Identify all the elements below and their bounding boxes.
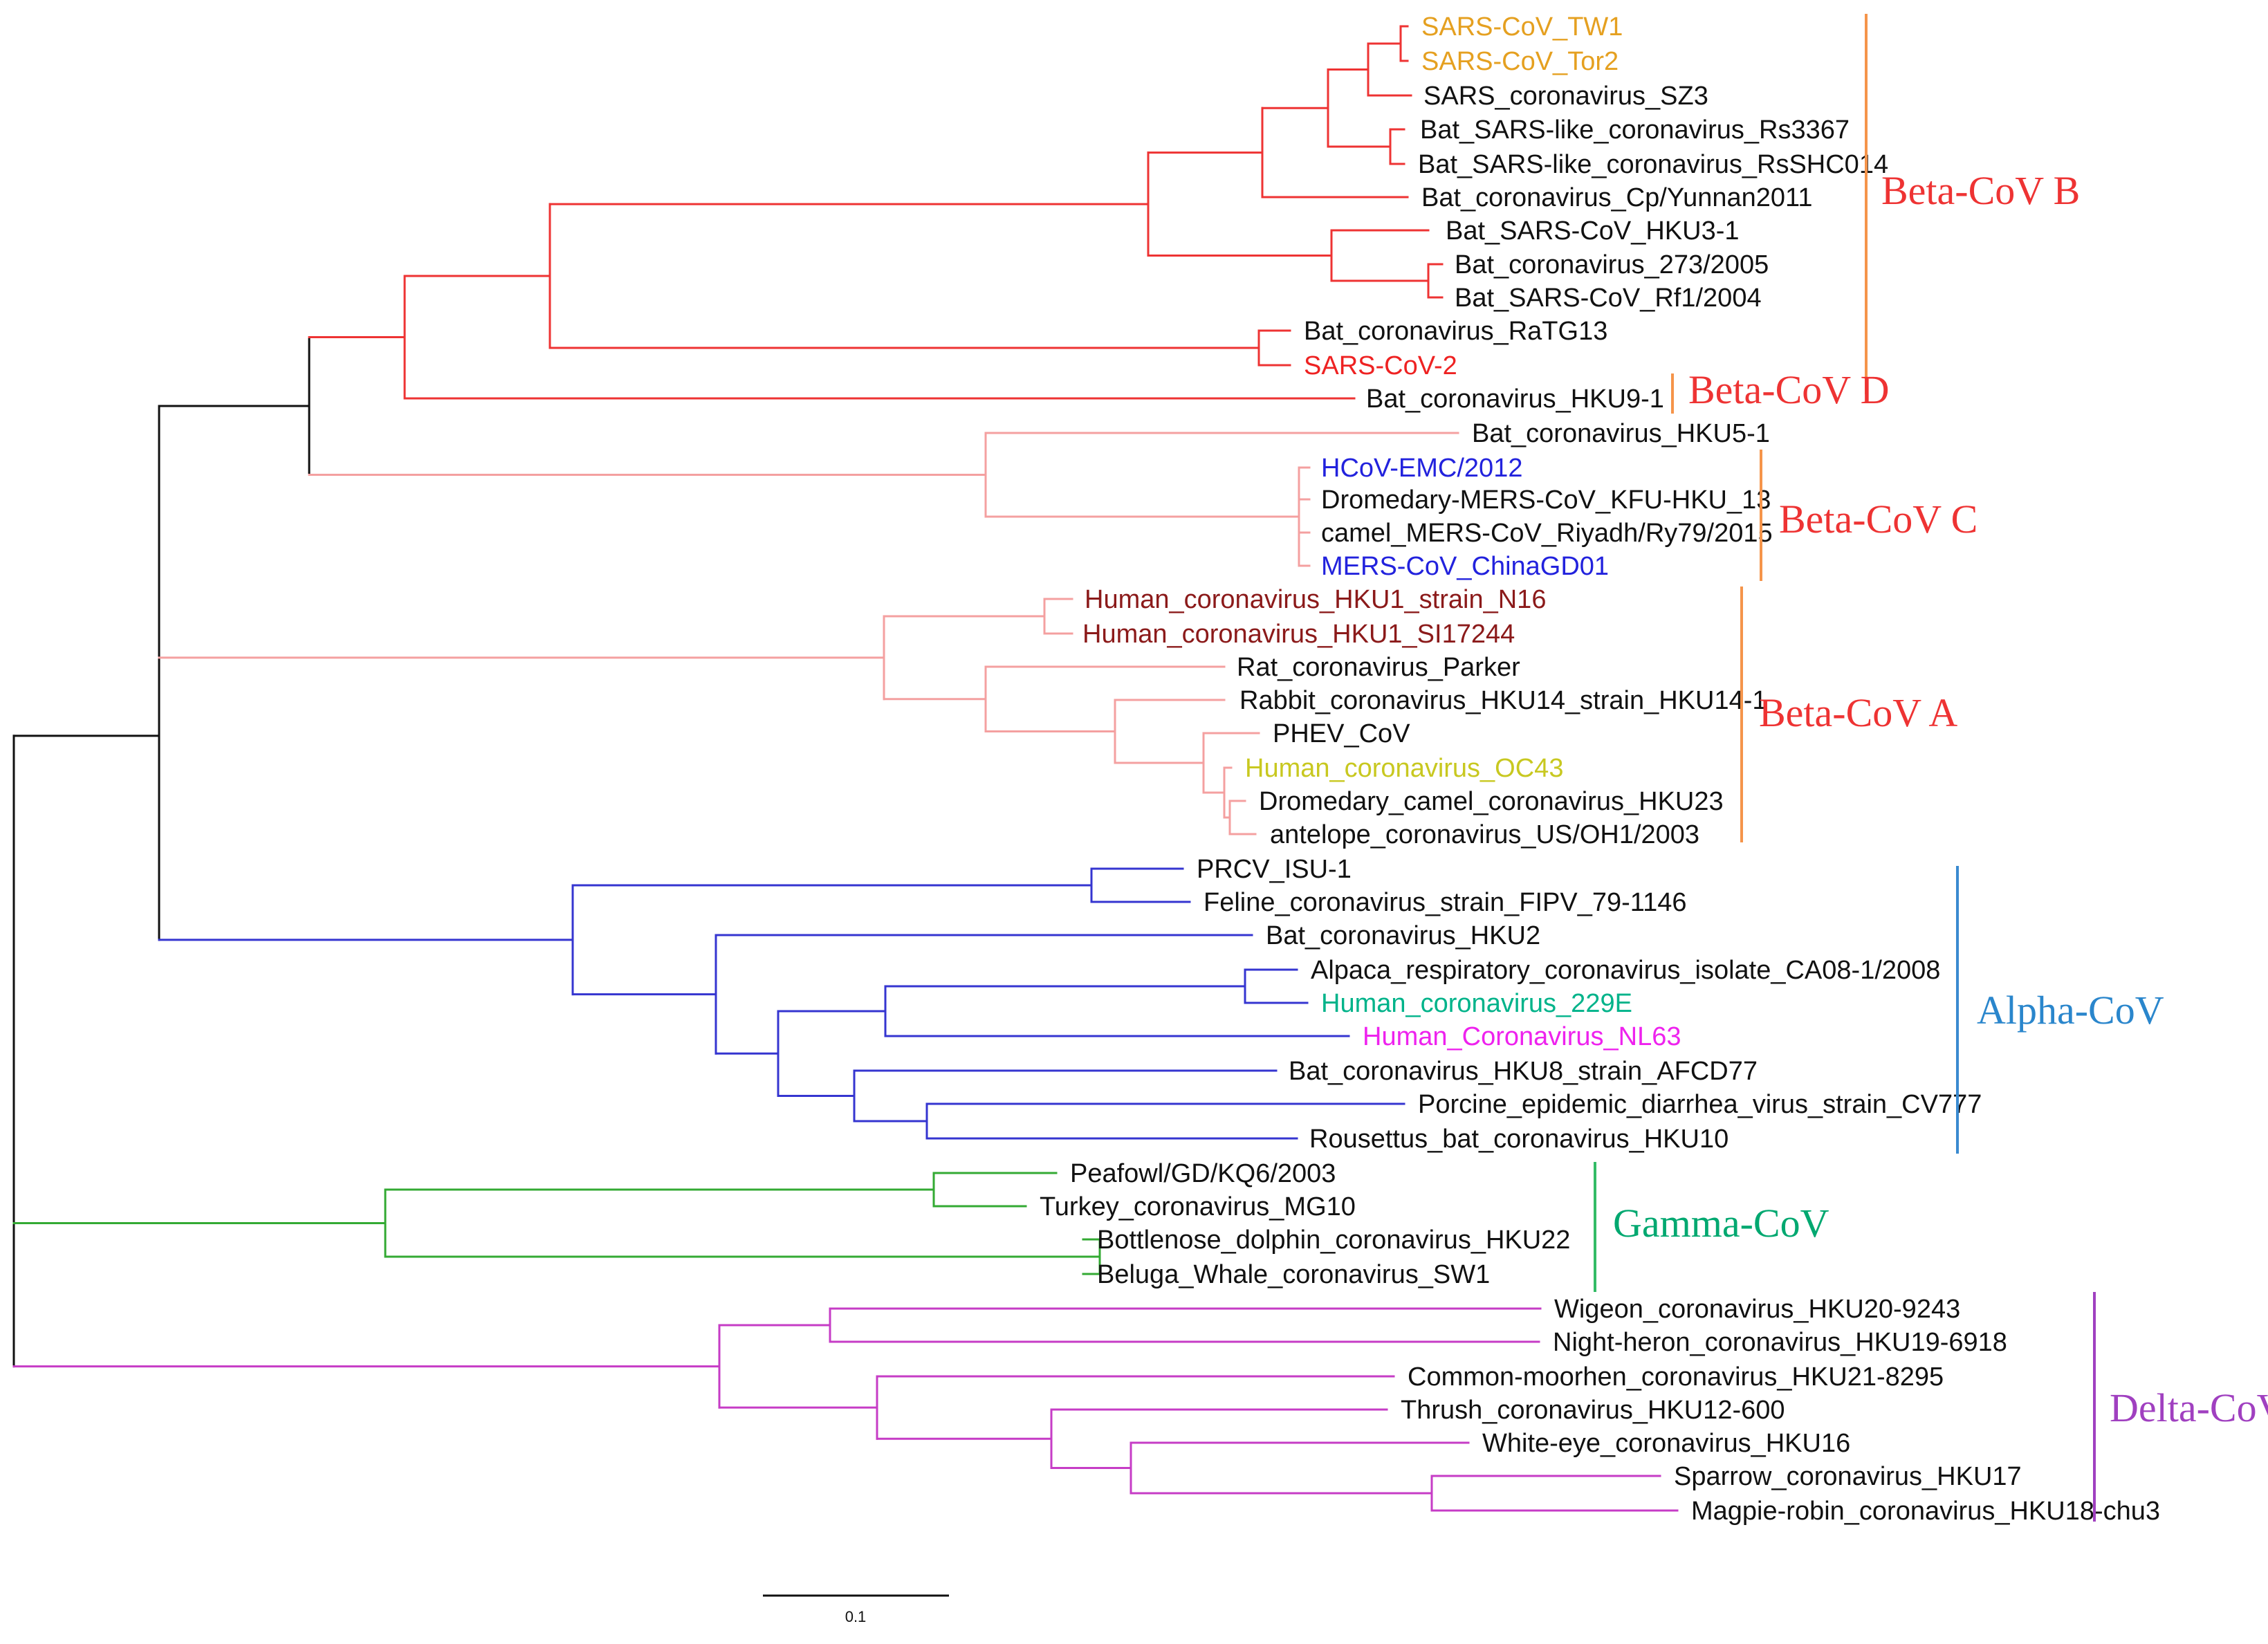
leaf-labels: SARS-CoV_TW1 SARS-CoV_Tor2 SARS_coronaviru… xyxy=(1040,12,2160,1526)
clade-brackets xyxy=(1594,14,2096,1522)
leaf-label: SARS-CoV-2 xyxy=(1304,351,1457,380)
leaf-label: Bat_SARS-CoV_HKU3-1 xyxy=(1446,216,1740,246)
leaf-label: Bat_SARS-CoV_Rf1/2004 xyxy=(1455,284,1762,313)
leaf-label: PHEV_CoV xyxy=(1273,719,1410,748)
clade-labels: Beta-CoV B Beta-CoV D Beta-CoV C Beta-CoV A… xyxy=(1613,168,2268,1430)
leaf-label: Turkey_coronavirus_MG10 xyxy=(1040,1192,1356,1221)
leaf-label: Alpaca_respiratory_coronavirus_isolate_C… xyxy=(1311,956,1940,985)
leaf-label: Bat_coronavirus_273/2005 xyxy=(1455,250,1769,279)
leaf-label: camel_MERS-CoV_Riyadh/Ry79/2015 xyxy=(1321,519,1773,548)
leaf-label: Sparrow_coronavirus_HKU17 xyxy=(1674,1462,2022,1491)
leaf-label: Bat_coronavirus_HKU5-1 xyxy=(1472,419,1770,448)
leaf-label: Bat_coronavirus_RaTG13 xyxy=(1304,317,1607,346)
leaf-label: MERS-CoV_ChinaGD01 xyxy=(1321,552,1609,581)
leaf-label: Human_coronavirus_HKU1_SI17244 xyxy=(1082,620,1515,649)
leaf-label: Dromedary_camel_coronavirus_HKU23 xyxy=(1259,787,1724,816)
leaf-label: Bottlenose_dolphin_coronavirus_HKU22 xyxy=(1097,1226,1570,1255)
leaf-label: Rousettus_bat_coronavirus_HKU10 xyxy=(1309,1125,1728,1154)
clade-label: Alpha-CoV xyxy=(1977,988,2164,1033)
leaf-label: Bat_coronavirus_HKU2 xyxy=(1266,921,1540,950)
leaf-label: Peafowl/GD/KQ6/2003 xyxy=(1070,1159,1336,1188)
leaf-label: Feline_coronavirus_strain_FIPV_79-1146 xyxy=(1204,888,1686,917)
leaf-label: Beluga_Whale_coronavirus_SW1 xyxy=(1097,1260,1490,1289)
leaf-label: HCoV-EMC/2012 xyxy=(1321,454,1522,483)
leaf-label: Bat_coronavirus_HKU8_strain_AFCD77 xyxy=(1289,1057,1758,1086)
leaf-label: Common-moorhen_coronavirus_HKU21-8295 xyxy=(1408,1363,1944,1392)
leaf-label: Bat_coronavirus_Cp/Yunnan2011 xyxy=(1421,183,1813,212)
clade-label: Beta-CoV A xyxy=(1759,690,1957,735)
leaf-label: Human_coronavirus_OC43 xyxy=(1245,754,1563,783)
leaf-label: Dromedary-MERS-CoV_KFU-HKU_13 xyxy=(1321,486,1771,515)
leaf-label: Human_coronavirus_HKU1_strain_N16 xyxy=(1085,585,1546,614)
leaf-label: Human_Coronavirus_NL63 xyxy=(1363,1022,1681,1051)
clade-label: Beta-CoV C xyxy=(1779,497,1977,542)
clade-label: Beta-CoV B xyxy=(1881,168,2080,213)
leaf-label: PRCV_ISU-1 xyxy=(1197,855,1352,884)
scale-bar: 0.1 xyxy=(763,1594,949,1625)
leaf-label: Porcine_epidemic_diarrhea_virus_strain_C… xyxy=(1418,1090,1982,1119)
clade-label: Gamma-CoV xyxy=(1613,1201,1829,1246)
leaf-label: SARS-CoV_TW1 xyxy=(1421,12,1623,41)
leaf-label: Human_coronavirus_229E xyxy=(1321,989,1632,1018)
leaf-label: Magpie-robin_coronavirus_HKU18-chu3 xyxy=(1691,1497,2160,1526)
leaf-label: Rat_coronavirus_Parker xyxy=(1237,653,1520,682)
leaf-label: Bat_SARS-like_coronavirus_Rs3367 xyxy=(1420,116,1850,145)
leaf-label: Rabbit_coronavirus_HKU14_strain_HKU14-1 xyxy=(1239,686,1767,715)
leaf-label: White-eye_coronavirus_HKU16 xyxy=(1482,1429,1850,1458)
leaf-label: Bat_SARS-like_coronavirus_RsSHC014 xyxy=(1418,150,1888,179)
leaf-label: Wigeon_coronavirus_HKU20-9243 xyxy=(1554,1295,1960,1324)
clade-label: Beta-CoV D xyxy=(1688,367,1890,412)
leaf-label: Thrush_coronavirus_HKU12-600 xyxy=(1401,1396,1785,1425)
leaf-label: Bat_coronavirus_HKU9-1 xyxy=(1366,385,1664,414)
leaf-label: SARS-CoV_Tor2 xyxy=(1421,47,1619,76)
scale-bar-label: 0.1 xyxy=(845,1608,867,1625)
leaf-label: SARS_coronavirus_SZ3 xyxy=(1423,82,1708,111)
tree-branches xyxy=(12,25,1679,1512)
leaf-label: Night-heron_coronavirus_HKU19-6918 xyxy=(1553,1328,2007,1357)
leaf-label: antelope_coronavirus_US/OH1/2003 xyxy=(1270,820,1699,849)
clade-label: Delta-CoV xyxy=(2110,1385,2268,1430)
